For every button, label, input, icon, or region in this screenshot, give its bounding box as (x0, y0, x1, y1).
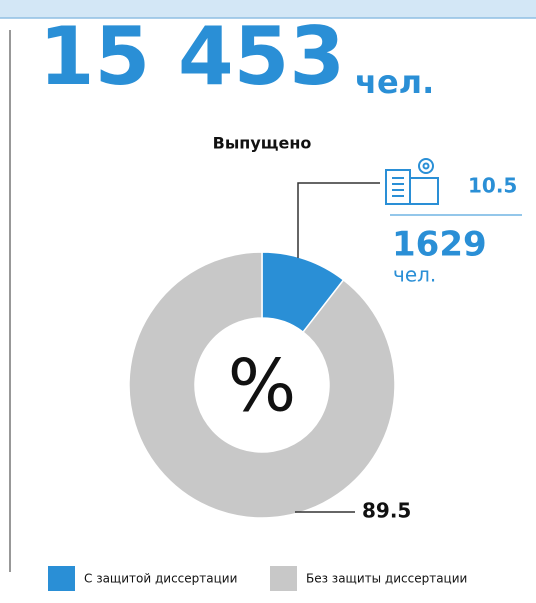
legend-swatch (48, 566, 75, 591)
annotation-unit: чел. (393, 263, 436, 287)
book-icon (385, 158, 439, 205)
total-unit: чел. (355, 63, 434, 101)
leader-line (297, 182, 380, 258)
value-label: 10.5 (468, 174, 517, 198)
legend-label: С защитой диссертации (84, 572, 237, 586)
value-label: 89.5 (362, 499, 411, 523)
legend-label: Без защиты диссертации (306, 572, 467, 586)
legend-swatch (270, 566, 297, 591)
total: 15 453 (39, 10, 345, 103)
pie-slice (128, 251, 396, 519)
center-label: % (228, 344, 296, 428)
top-band (0, 0, 536, 18)
annotation-value: 1629 (392, 225, 487, 265)
subtitle: Выпущено (213, 134, 312, 153)
